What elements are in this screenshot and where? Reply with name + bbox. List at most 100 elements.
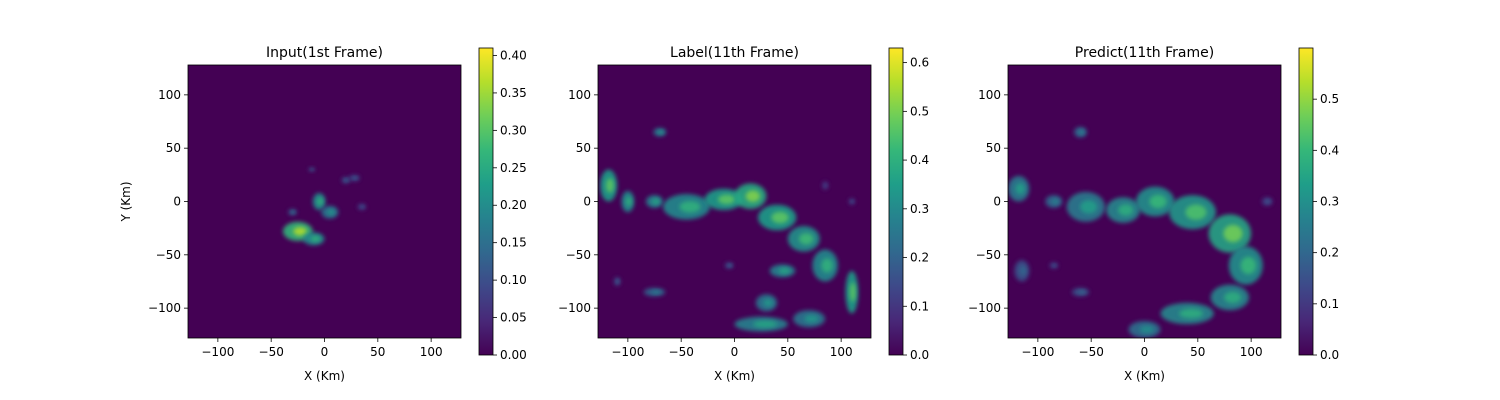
colorbar-tick-label: 0.35 (500, 86, 527, 100)
x-axis-label: X (Km) (714, 369, 755, 383)
y-axis-label: Y (Km) (119, 181, 133, 222)
panel-predict: Predict(11th Frame) −100 −50 0 50 100 −100 −5… (968, 45, 1339, 383)
colorbar-tick-label: 0.1 (1320, 297, 1339, 311)
x-tick-label: 50 (1190, 345, 1205, 359)
precip-core (310, 168, 314, 171)
x-tick-label: −50 (669, 345, 694, 359)
colorbar-frame (478, 47, 494, 356)
colorbar-ticks: 0.00 0.05 0.10 0.15 0.20 0.25 0.30 0.35 0.40 (493, 48, 527, 362)
x-tick-label: −50 (1079, 345, 1104, 359)
x-tick-label: 0 (321, 345, 329, 359)
precip-core (745, 190, 761, 202)
y-tick-label: 0 (173, 195, 181, 209)
y-axis: −100 −50 0 50 100 (148, 88, 188, 315)
y-tick-label: −50 (566, 248, 591, 262)
colorbar-tick-label: 0.3 (910, 202, 929, 216)
precip-core (850, 200, 854, 203)
y-tick-label: 50 (166, 141, 181, 155)
colorbar-tick-label: 0.4 (1320, 143, 1339, 157)
precip-core (1052, 264, 1057, 267)
x-tick-label: −100 (201, 345, 234, 359)
precip-core (1078, 129, 1085, 135)
y-tick-label: 100 (978, 88, 1001, 102)
precip-core (352, 176, 358, 180)
colorbar-tick-label: 0.5 (910, 104, 929, 118)
colorbar-ticks: 0.0 0.1 0.2 0.3 0.4 0.5 0.6 (903, 56, 929, 362)
precip-core (1051, 198, 1059, 205)
x-tick-label: 100 (830, 345, 853, 359)
precip-core (291, 210, 296, 214)
y-tick-label: −50 (976, 248, 1001, 262)
colorbar-tick-label: 0.0 (910, 348, 929, 362)
x-tick-label: 0 (731, 345, 739, 359)
precip-core (804, 314, 819, 323)
y-tick-label: 0 (583, 195, 591, 209)
x-tick-label: 50 (780, 345, 795, 359)
colorbar-tick-label: 0.15 (500, 236, 527, 250)
precip-core (1265, 199, 1271, 204)
colorbar (479, 48, 493, 355)
x-tick-label: 100 (1240, 345, 1263, 359)
precip-core (849, 282, 856, 302)
colorbar-tick-label: 0.2 (910, 251, 929, 265)
x-axis-label: X (Km) (304, 369, 345, 383)
colorbar (1299, 48, 1313, 355)
y-tick-label: 0 (993, 195, 1001, 209)
precip-core (360, 205, 365, 209)
precip-core (1223, 224, 1243, 243)
colorbar-tick-label: 0.20 (500, 198, 527, 212)
precip-core (679, 201, 701, 213)
x-axis: −100 −50 0 50 100 (1021, 338, 1263, 359)
precip-core (1080, 200, 1098, 214)
precip-core (753, 320, 778, 328)
precip-core (1240, 256, 1257, 275)
x-axis-label: X (Km) (1124, 369, 1165, 383)
colorbar-tick-label: 0.4 (910, 153, 929, 167)
precip-core (718, 194, 736, 205)
y-axis: −100 −50 0 50 100 (968, 88, 1008, 315)
panel-title: Input(1st Frame) (266, 45, 383, 61)
panel-title: Predict(11th Frame) (1075, 45, 1214, 61)
colorbar (889, 48, 903, 355)
x-tick-label: −100 (1021, 345, 1054, 359)
heatmap-layer (1008, 126, 1273, 338)
precip-core (606, 178, 614, 193)
precip-core (1179, 308, 1204, 319)
heatmap-layer (600, 127, 859, 332)
colorbar-tick-label: 0.3 (1320, 195, 1339, 209)
precip-core (1118, 204, 1134, 216)
panel-label: Label(11th Frame) −100 −50 0 50 100 −100 −50 0… (558, 45, 929, 383)
precip-core (1077, 290, 1086, 295)
precip-core (799, 233, 814, 245)
colorbar-frame (888, 47, 904, 356)
precip-core (824, 183, 828, 188)
precip-core (293, 227, 307, 236)
precip-core (657, 130, 664, 135)
x-tick-label: −50 (259, 345, 284, 359)
y-tick-label: 100 (568, 88, 591, 102)
colorbar-tick-label: 0.6 (910, 56, 929, 70)
heatmap-layer (282, 167, 367, 246)
y-tick-label: −100 (558, 301, 591, 315)
panel-title: Label(11th Frame) (670, 45, 799, 61)
precip-core (616, 279, 620, 284)
colorbar-tick-label: 0.30 (500, 123, 527, 137)
precip-core (771, 211, 789, 224)
precip-core (821, 258, 833, 273)
colorbar-tick-label: 0.00 (500, 348, 527, 362)
precip-core (1019, 266, 1027, 276)
precip-core (1224, 291, 1242, 304)
y-tick-label: −100 (148, 301, 181, 315)
precip-core (1149, 194, 1167, 209)
x-tick-label: 0 (1141, 345, 1149, 359)
precip-core (651, 198, 660, 205)
x-tick-label: 50 (370, 345, 385, 359)
y-tick-label: 50 (576, 141, 591, 155)
precip-core (1139, 325, 1155, 334)
colorbar-tick-label: 0.25 (500, 161, 527, 175)
panel-input: Input(1st Frame) −100 −50 0 50 100 −100 −50 0 5… (119, 45, 527, 383)
colorbar-ticks: 0.0 0.1 0.2 0.3 0.4 0.5 (1313, 92, 1339, 362)
precip-core (310, 235, 321, 242)
y-tick-label: 100 (158, 88, 181, 102)
